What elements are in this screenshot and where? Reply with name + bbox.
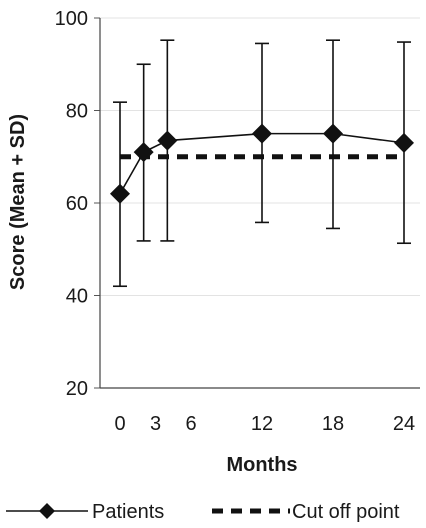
patients-line (119, 132, 405, 195)
data-point-diamond (157, 130, 178, 151)
x-tick-label: 0 (114, 413, 125, 435)
y-tick-label: 20 (66, 378, 88, 400)
legend: Patients Cut off point (6, 501, 400, 523)
tick-labels: 20 40 60 80 100 0 3 6 12 18 24 (55, 8, 416, 435)
y-tick-label: 80 (66, 101, 88, 123)
y-tick-label: 60 (66, 193, 88, 215)
patients-series (119, 132, 405, 195)
axes (94, 17, 420, 389)
patients-markers (110, 123, 414, 204)
y-tick-label: 40 (66, 286, 88, 308)
data-point-diamond (133, 142, 154, 163)
error-bars (113, 39, 411, 288)
legend-cutoff-label: Cut off point (292, 501, 400, 523)
x-axis-title: Months (226, 454, 297, 476)
x-tick-label: 24 (393, 413, 415, 435)
data-point-diamond (323, 123, 343, 144)
grid (100, 17, 420, 296)
y-axis-title: Score (Mean + SD) (7, 114, 29, 290)
y-tick-label: 100 (55, 8, 88, 30)
data-point-diamond (252, 123, 272, 144)
legend-patients-diamond-icon (39, 503, 55, 519)
x-tick-label: 6 (185, 413, 196, 435)
data-point-diamond (110, 183, 130, 204)
x-tick-label: 3 (150, 413, 161, 435)
x-tick-label: 18 (322, 413, 344, 435)
legend-patients-label: Patients (92, 501, 164, 523)
data-point-diamond (394, 132, 414, 153)
x-tick-label: 12 (251, 413, 273, 435)
